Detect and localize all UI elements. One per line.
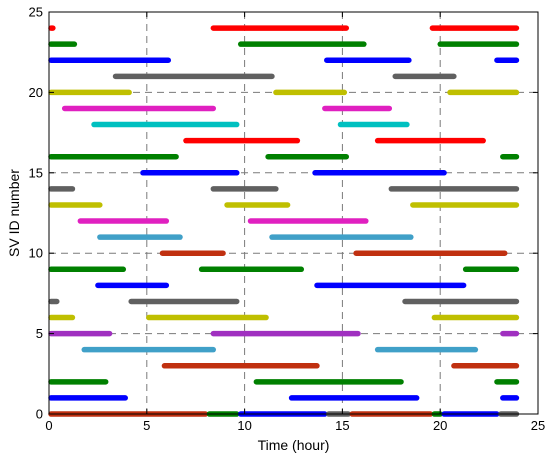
- segments: [48, 25, 520, 417]
- y-tick-label: 20: [29, 85, 43, 100]
- ticks: 0 5 10 15 20 25 0 5 10 15 20 25: [29, 5, 546, 434]
- y-tick-label: 10: [29, 246, 43, 261]
- x-tick-label: 25: [531, 418, 545, 433]
- x-tick-label: 15: [335, 418, 349, 433]
- y-tick-label: 15: [29, 165, 43, 180]
- x-tick-label: 0: [45, 418, 52, 433]
- x-axis-label: Time (hour): [258, 437, 330, 453]
- y-axis-label: SV ID number: [6, 169, 22, 257]
- y-tick-label: 5: [36, 326, 43, 341]
- x-tick-label: 10: [237, 418, 251, 433]
- y-tick-label: 0: [36, 407, 43, 422]
- grid: [49, 12, 538, 414]
- x-tick-label: 5: [143, 418, 150, 433]
- y-tick-label: 25: [29, 5, 43, 20]
- x-tick-label: 20: [433, 418, 447, 433]
- plot-frame: [48, 11, 539, 415]
